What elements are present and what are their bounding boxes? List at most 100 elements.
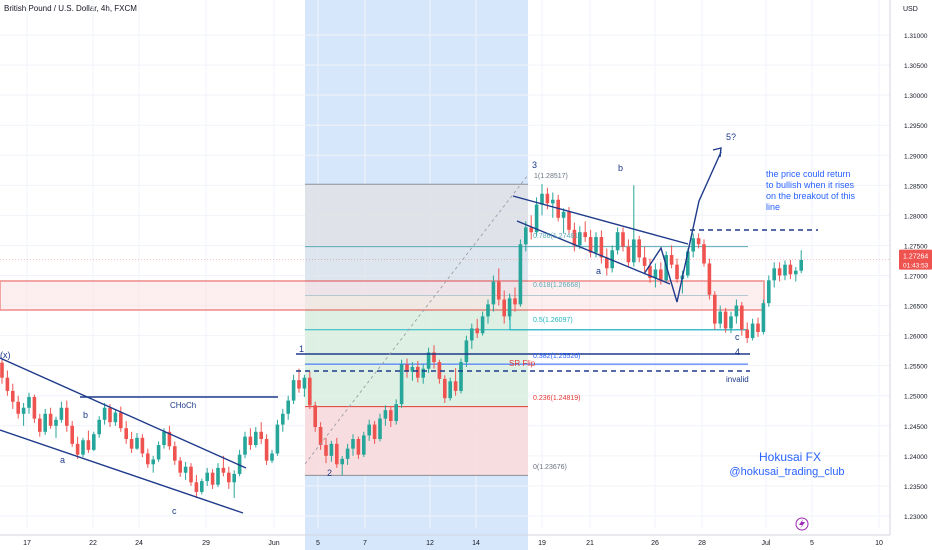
candle-body bbox=[513, 298, 517, 305]
choch-label: CHoCh bbox=[170, 401, 196, 410]
candle-body bbox=[237, 454, 242, 474]
candle-body bbox=[335, 443, 339, 465]
fib-label: 0.618(1.26668) bbox=[533, 282, 580, 289]
wave-label: b bbox=[83, 410, 88, 420]
candle-body bbox=[642, 257, 647, 266]
time-tick-label: 17 bbox=[23, 540, 31, 547]
candle-body bbox=[637, 239, 641, 258]
candle-body bbox=[405, 364, 409, 372]
candle-body bbox=[356, 439, 361, 455]
candle-body bbox=[399, 364, 404, 405]
candle-body bbox=[632, 239, 636, 263]
candle-body bbox=[470, 328, 474, 341]
candle-body bbox=[345, 448, 350, 459]
price-tick-label: 1.24000 bbox=[904, 454, 928, 461]
candle-body bbox=[32, 396, 37, 419]
price-tick-label: 1.24500 bbox=[904, 424, 928, 431]
note-line: the price could return bbox=[766, 169, 851, 179]
candle-body bbox=[16, 401, 20, 414]
fib-diagonal bbox=[304, 174, 529, 465]
fib-label: 0(1.23676) bbox=[533, 464, 567, 471]
candle-body bbox=[767, 280, 771, 304]
candle-body bbox=[275, 424, 280, 454]
candle-body bbox=[750, 323, 755, 339]
candle-body bbox=[540, 193, 544, 205]
price-tick-label: 1.26500 bbox=[904, 304, 928, 311]
candle-body bbox=[183, 466, 188, 473]
wave-label: (x) bbox=[0, 350, 11, 360]
candle-body bbox=[178, 460, 182, 473]
candle-body bbox=[156, 445, 161, 460]
candle-body bbox=[421, 368, 425, 378]
candle-body bbox=[583, 232, 587, 238]
candle-body bbox=[772, 268, 776, 281]
candle-body bbox=[318, 427, 323, 446]
candle-body bbox=[480, 316, 485, 334]
candle-body bbox=[210, 472, 215, 485]
candle-body bbox=[578, 232, 582, 246]
candle-body bbox=[475, 328, 479, 334]
candle-body bbox=[599, 237, 604, 258]
candle-body bbox=[48, 413, 53, 426]
channel-upper-right bbox=[512, 195, 689, 245]
wave-label: 5? bbox=[726, 132, 736, 142]
price-tick-label: 1.27500 bbox=[904, 243, 928, 250]
note-line: line bbox=[766, 202, 780, 212]
candle-body bbox=[216, 467, 220, 485]
candle-body bbox=[551, 199, 555, 204]
candle-body bbox=[21, 407, 26, 414]
candle-body bbox=[167, 431, 172, 447]
last-price-badge bbox=[899, 249, 932, 270]
time-tick-label: 12 bbox=[426, 540, 434, 547]
candle-body bbox=[734, 305, 739, 317]
time-tick-label: 14 bbox=[472, 540, 480, 547]
candle-body bbox=[686, 251, 690, 276]
brand-name: Hokusai FX bbox=[759, 450, 821, 464]
candle-body bbox=[367, 424, 371, 436]
candle-body bbox=[259, 431, 263, 440]
price-tick-label: 1.31000 bbox=[904, 33, 928, 40]
candle-body bbox=[518, 244, 523, 305]
candle-body bbox=[124, 428, 128, 440]
candle-body bbox=[561, 211, 566, 218]
candle-body bbox=[669, 255, 674, 265]
price-tick-label: 1.23000 bbox=[904, 514, 928, 521]
price-tick-label: 1.28000 bbox=[904, 213, 928, 220]
candle-body bbox=[173, 446, 177, 461]
price-tick-label: 1.26000 bbox=[904, 334, 928, 341]
candle-body bbox=[426, 352, 431, 369]
chart-title: British Pound / U.S. Dollar, 4h, FXCM bbox=[4, 4, 137, 13]
candle-body bbox=[394, 404, 398, 421]
candle-body bbox=[621, 232, 625, 247]
wave-label: a bbox=[596, 266, 601, 276]
projection-arrowhead bbox=[712, 147, 722, 158]
candle-body bbox=[572, 229, 577, 246]
candle-body bbox=[799, 259, 803, 271]
price-tick-label: 1.27000 bbox=[904, 274, 928, 281]
candle-body bbox=[43, 413, 47, 432]
candle-body bbox=[351, 439, 355, 449]
candle-body bbox=[59, 407, 64, 420]
candle-body bbox=[70, 425, 74, 444]
candle-body bbox=[459, 362, 463, 391]
candle-body bbox=[0, 362, 4, 378]
candle-body bbox=[75, 443, 80, 455]
projection-path bbox=[643, 151, 722, 303]
candle-body bbox=[372, 424, 377, 440]
wave-label: c bbox=[172, 506, 177, 516]
wave-label: b bbox=[618, 163, 623, 173]
time-tick-label: 29 bbox=[202, 540, 210, 547]
wave-label: 2 bbox=[327, 468, 332, 478]
candle-body bbox=[696, 238, 701, 245]
countdown-label: 01:43:53 bbox=[903, 263, 929, 270]
candle-body bbox=[362, 435, 366, 455]
candle-body bbox=[340, 458, 344, 465]
candle-body bbox=[194, 482, 199, 492]
candle-body bbox=[443, 378, 447, 399]
candle-body bbox=[437, 362, 442, 379]
wave-label: a bbox=[60, 455, 65, 465]
candle-body bbox=[11, 390, 15, 402]
candle-body bbox=[113, 412, 118, 423]
time-tick-label: 24 bbox=[135, 540, 143, 547]
